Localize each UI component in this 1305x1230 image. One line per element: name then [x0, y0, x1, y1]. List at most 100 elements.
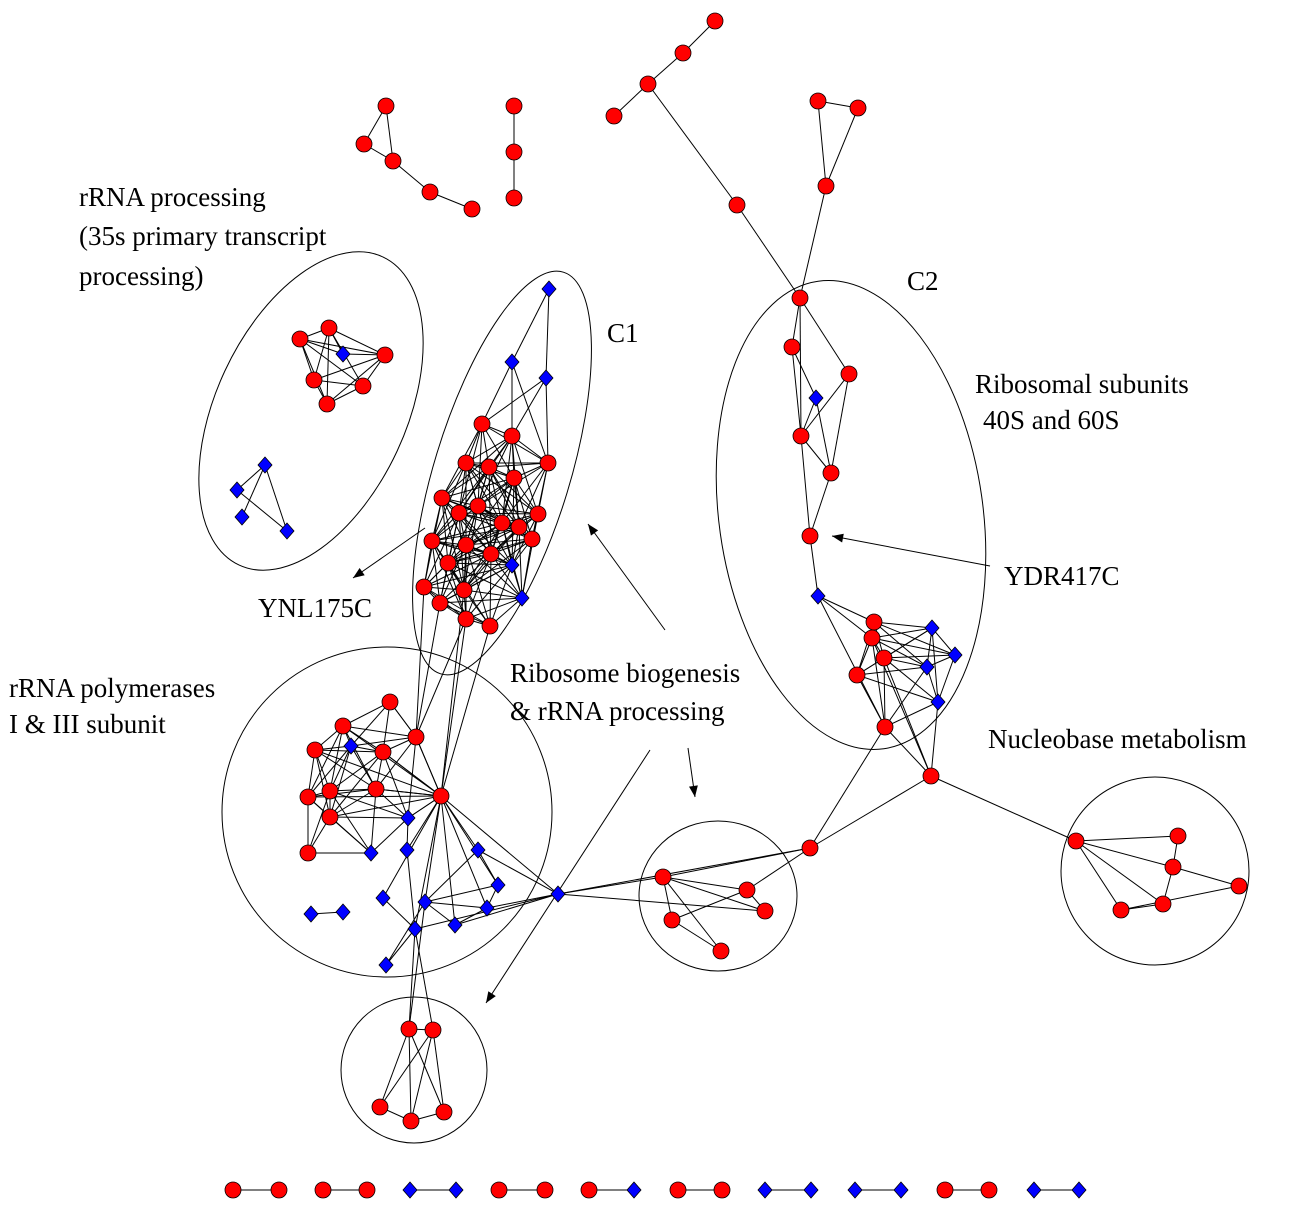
circle-node-s3: [840, 365, 858, 383]
circle-node-x3: [738, 881, 756, 899]
circle-node-c4: [473, 415, 491, 433]
edge-c5-c6: [465, 435, 513, 464]
edge-r1-r3: [817, 100, 827, 187]
edge-s10-s16: [931, 627, 939, 703]
circle-node-s18: [922, 767, 940, 785]
diamond-node-z5b: [626, 1181, 642, 1199]
arrowhead-3: [588, 524, 599, 536]
edge-x2-x4: [662, 876, 766, 912]
edge-c17-c24: [439, 544, 467, 604]
edge-s10-s12: [931, 627, 956, 656]
edge-s14-s15: [856, 666, 928, 676]
edge-c23-c25: [463, 589, 523, 599]
diamond-node-s4: [808, 389, 824, 407]
circle-node-c13: [450, 504, 468, 522]
circle-node-b2: [424, 1021, 442, 1039]
edge-m25-m24: [385, 928, 416, 966]
circle-node-m1: [381, 693, 399, 711]
edges: [233, 20, 1240, 1191]
circle-node-z2b: [358, 1181, 376, 1199]
edge-s5-s7: [800, 435, 811, 537]
edge-m19-b1: [408, 901, 426, 1030]
diamond-node-z8a: [847, 1181, 863, 1199]
label-ydr417c: YDR417C: [1004, 561, 1120, 591]
circle-node-s15: [848, 666, 866, 684]
circle-node-c19: [482, 545, 500, 563]
edge-c12-c13: [458, 512, 539, 515]
diamond-node-m5: [343, 737, 359, 755]
edge-m26-m9: [440, 795, 559, 895]
circle-node-c24: [431, 594, 449, 612]
edge-x1-x3: [746, 847, 811, 891]
edge-c3-c7: [545, 377, 549, 464]
edge-s9-s10: [873, 621, 933, 629]
edge-c5-c12: [511, 435, 539, 515]
edge-p2-p7: [299, 338, 328, 405]
label-rrna-processing-line2: (35s primary transcript: [79, 221, 327, 251]
edge-s9-s14: [873, 621, 928, 668]
edge-r2-r3: [825, 107, 859, 187]
circle-node-s11: [863, 629, 881, 647]
circle-node-z1a: [224, 1181, 242, 1199]
circle-node-r1: [809, 92, 827, 110]
edge-c15-c17: [465, 526, 520, 546]
circle-node-n1: [1067, 832, 1085, 850]
edge-c13-c21: [458, 512, 513, 566]
circle-node-z4b: [536, 1181, 554, 1199]
edge-m7-m15: [307, 790, 331, 854]
edge-c9-c10: [441, 477, 515, 499]
edge-x1-m26: [557, 847, 811, 895]
diamond-node-s8: [810, 587, 826, 605]
edge-m3-c24: [415, 602, 441, 738]
edge-s15-s17: [856, 674, 886, 728]
edge-b2-b4: [432, 1029, 445, 1113]
label-ribosomal-line1: Ribosomal subunits: [975, 369, 1189, 399]
circle-node-r2: [849, 99, 867, 117]
edge-m23-m20: [454, 907, 488, 926]
circle-node-m8: [367, 780, 385, 798]
edge-x2-x3: [662, 876, 748, 891]
circle-node-c26: [457, 610, 475, 628]
circle-node-b1: [400, 1020, 418, 1038]
edge-m2-m8: [342, 725, 377, 790]
diamond-node-m24: [407, 920, 423, 938]
label-ynl175c: YNL175C: [258, 593, 372, 623]
edge-m9-m17: [440, 795, 499, 886]
edge-q1-q4: [264, 464, 288, 532]
edge-x3-x5: [671, 889, 748, 921]
circle-node-c5: [503, 427, 521, 445]
edge-s14-s17: [884, 666, 928, 728]
diamond-node-z7b: [803, 1181, 819, 1199]
circle-node-n4: [1230, 877, 1248, 895]
circle-node-z5a: [580, 1181, 598, 1199]
diamond-node-m17: [490, 876, 506, 894]
circle-node-s6: [822, 464, 840, 482]
edge-s18-x1: [809, 775, 932, 849]
cluster-outlines: [198, 251, 1250, 1144]
edge-m4-m8: [314, 749, 377, 790]
circle-node-m9: [432, 787, 450, 805]
edge-m2-m3: [342, 725, 417, 738]
diamond-node-z3b: [448, 1181, 464, 1199]
edge-m26-x2: [557, 876, 664, 895]
edge-c9-c18: [513, 477, 533, 540]
edge-c21-c22: [423, 564, 513, 588]
edge-g1-s1: [736, 204, 801, 299]
edge-c19-c24: [439, 553, 492, 604]
circle-node-t1: [706, 12, 724, 30]
annotation-arrows: [352, 523, 991, 1004]
edge-c2-c7: [511, 361, 549, 464]
edge-b1-b4: [408, 1028, 445, 1113]
edge-n1-n3: [1075, 840, 1174, 868]
diamond-node-q4: [279, 522, 295, 540]
edge-m26-m20: [486, 893, 559, 909]
circle-node-k2: [355, 135, 373, 153]
diamond-node-c25: [514, 589, 530, 607]
circle-node-v2: [505, 143, 523, 161]
edge-s7-s8: [809, 535, 819, 597]
diamond-node-m18: [375, 889, 391, 907]
diamond-node-m21: [335, 903, 351, 921]
circle-node-t3: [639, 75, 657, 93]
edge-m9-m11: [329, 795, 442, 818]
